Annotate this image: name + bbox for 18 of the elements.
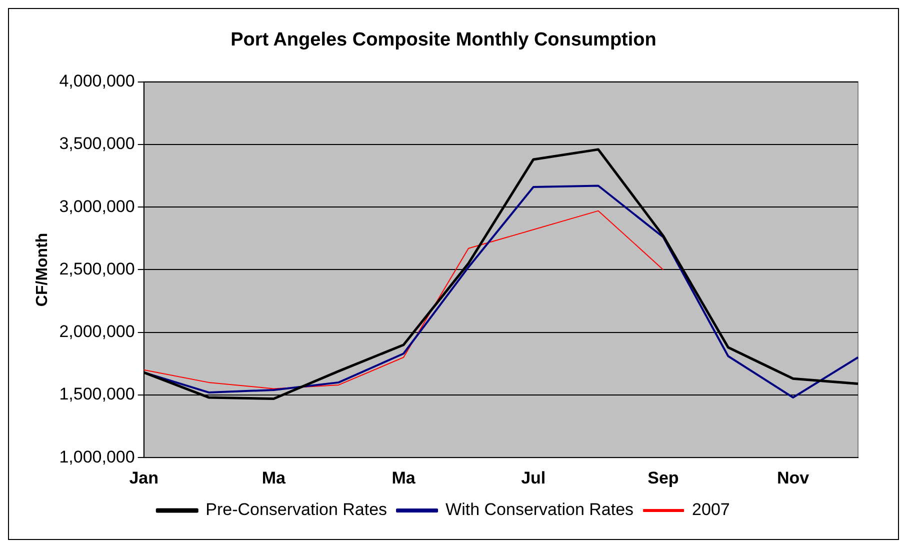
y-axis-title: CF/Month <box>34 232 52 307</box>
x-tick-label: Sep <box>648 468 679 488</box>
legend-label: 2007 <box>692 500 730 520</box>
chart-title: Port Angeles Composite Monthly Consumption <box>230 30 656 51</box>
x-tick-label: Nov <box>777 468 810 488</box>
x-tick-label: Jul <box>521 468 546 488</box>
y-tick-label: 3,500,000 <box>59 134 135 154</box>
y-tick-label: 1,000,000 <box>59 447 135 466</box>
x-tick-label: Ma <box>392 468 416 488</box>
legend-label: With Conservation Rates <box>446 500 634 520</box>
y-tick-label: 2,500,000 <box>59 259 135 278</box>
legend-label: Pre-Conservation Rates <box>206 500 388 520</box>
y-tick-label: 1,500,000 <box>59 384 135 404</box>
x-tick-label: Ma <box>262 468 286 488</box>
y-tick-label: 3,000,000 <box>59 196 135 216</box>
x-tick-label: Jan <box>129 468 158 488</box>
y-tick-label: 2,000,000 <box>59 322 135 342</box>
y-tick-label: 4,000,000 <box>59 71 135 90</box>
